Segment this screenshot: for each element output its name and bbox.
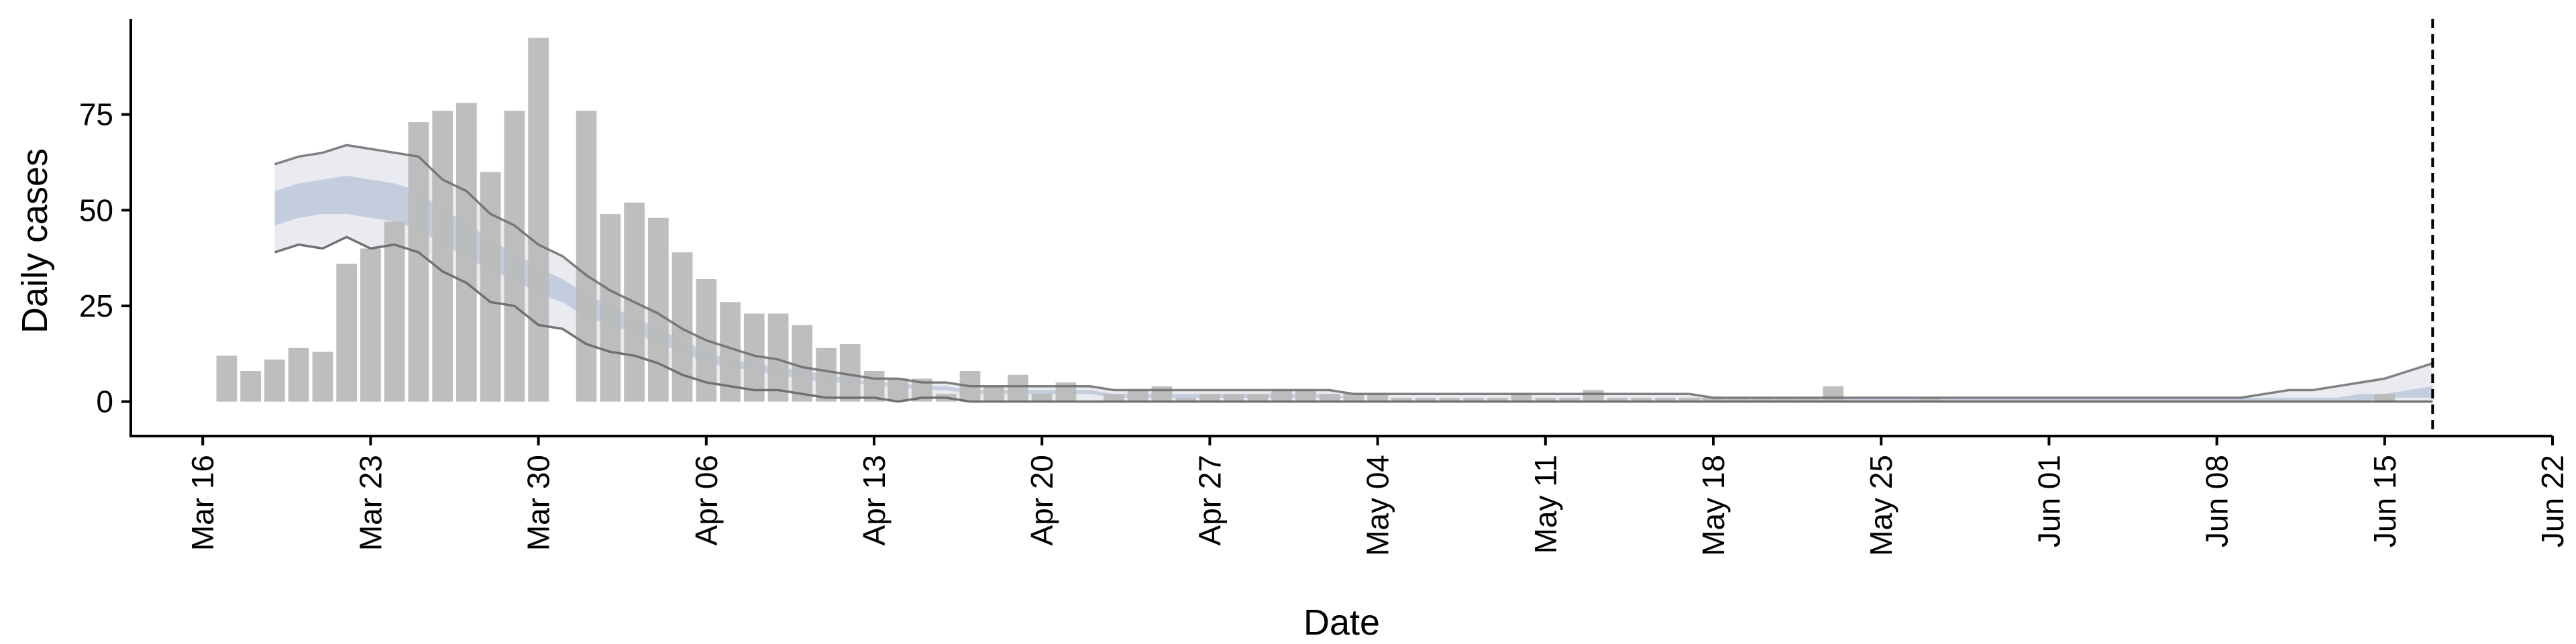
bar	[1703, 397, 1724, 402]
bar	[264, 359, 285, 402]
bar	[1271, 390, 1292, 402]
bar	[1655, 397, 1676, 402]
y-axis-title: Daily cases	[15, 148, 55, 333]
band-outer-area	[274, 145, 2433, 402]
y-tick-label: 50	[79, 193, 113, 227]
bar	[1295, 390, 1316, 402]
bar	[1631, 397, 1652, 402]
bar	[1774, 397, 1796, 402]
bar	[1919, 397, 1939, 402]
x-tick-label: Apr 20	[1024, 455, 1059, 546]
bar	[408, 122, 429, 402]
bar	[1439, 397, 1460, 402]
bar	[1175, 397, 1196, 402]
bar	[983, 386, 1005, 402]
bar	[1535, 397, 1556, 402]
x-tick-label: May 11	[1528, 455, 1563, 553]
x-tick-label: Mar 16	[185, 455, 220, 551]
bar	[1415, 397, 1436, 402]
bar	[480, 172, 501, 402]
y-tick-label: 0	[96, 384, 113, 419]
bar	[1031, 394, 1053, 402]
bar	[600, 214, 621, 402]
band-upper-line	[274, 144, 2433, 399]
bar	[360, 248, 381, 402]
bar	[672, 252, 693, 402]
y-tick-label: 75	[79, 97, 113, 132]
bar	[1559, 397, 1580, 402]
x-tick-label: Apr 13	[857, 455, 892, 546]
bar	[1127, 390, 1148, 402]
bar	[1104, 394, 1124, 402]
bar	[2374, 394, 2396, 402]
x-tick-label: Mar 30	[521, 455, 556, 551]
bar	[336, 264, 357, 402]
bar	[384, 221, 405, 402]
bar	[432, 111, 453, 402]
bar-layer	[216, 38, 2433, 403]
bar	[888, 378, 909, 402]
bar	[1151, 386, 1173, 402]
bar	[1799, 397, 1820, 402]
tick-layer: 0 25 50 75 Mar 16 Mar 23 Mar 30 Apr 06 Apr 13 Apr…	[79, 97, 2570, 556]
x-tick-label: Apr 06	[689, 455, 724, 546]
bar	[504, 111, 525, 402]
x-tick-label: May 04	[1360, 455, 1395, 556]
axes-layer	[129, 19, 2553, 437]
y-tick-label: 25	[79, 288, 113, 323]
x-tick-label: May 18	[1696, 455, 1731, 556]
x-tick-label: Jun 08	[2200, 455, 2235, 547]
bar	[1823, 386, 1844, 402]
bar	[1199, 394, 1220, 402]
x-tick-label: Jun 15	[2367, 455, 2402, 547]
x-tick-label: Mar 23	[353, 455, 388, 551]
bar	[1223, 394, 1244, 402]
bar	[1008, 374, 1028, 402]
bar	[1727, 397, 1748, 402]
bar	[792, 325, 813, 402]
forecast-band-layer	[274, 145, 2433, 402]
bar	[216, 356, 237, 402]
bar	[240, 371, 261, 402]
bar	[1247, 394, 1269, 402]
bar	[816, 347, 837, 402]
band-lower-line	[274, 235, 2433, 403]
x-tick-label: Jun 22	[2535, 455, 2570, 547]
bar	[1319, 394, 1340, 402]
bar	[1751, 397, 1772, 402]
bar	[1678, 397, 1700, 402]
bar	[1343, 394, 1364, 402]
bar	[1391, 397, 1412, 402]
x-axis-title: Date	[1303, 602, 1380, 643]
bar	[456, 103, 477, 402]
bar	[1511, 394, 1532, 402]
bar	[1607, 397, 1628, 402]
bar	[1582, 390, 1604, 402]
bar	[576, 111, 597, 402]
bar	[528, 38, 549, 402]
x-tick-label: Jun 01	[2031, 455, 2066, 547]
x-tick-label: May 25	[1864, 455, 1898, 556]
bar	[1367, 394, 1388, 402]
bar	[288, 347, 309, 402]
bar	[1463, 397, 1484, 402]
bar	[863, 371, 885, 402]
bar	[312, 352, 333, 402]
x-tick-label: Apr 27	[1192, 455, 1227, 546]
bar	[1487, 397, 1508, 402]
